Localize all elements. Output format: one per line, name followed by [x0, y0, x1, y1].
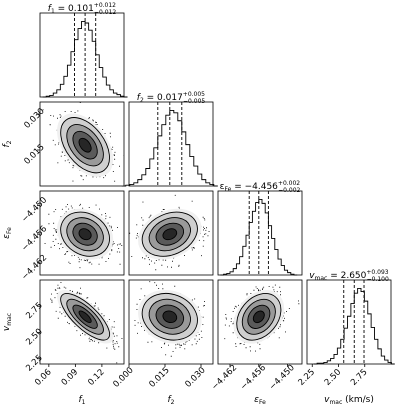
x-tick-label: 0.06: [33, 367, 53, 387]
x-tick-label: 2.75: [349, 367, 369, 387]
hist-frame: [128, 101, 214, 187]
scatter-panel-vmac-vs-f1: [39, 279, 125, 365]
x-axis-label-eFe: εFe: [254, 395, 266, 406]
contour-0.5-sigma: [162, 310, 178, 324]
x-tick-label: 0.000: [111, 365, 135, 389]
panel-frame: [39, 279, 125, 365]
x-axis-label-f1: f1: [79, 395, 86, 406]
contour-0.5-sigma: [162, 228, 178, 241]
hist-frame: [217, 190, 303, 276]
contour-0.5-sigma: [252, 310, 265, 324]
panel-frame: [128, 190, 214, 276]
histogram-f1: [42, 20, 128, 98]
x-tick-label: −4.462: [210, 363, 239, 392]
panel-frame: [39, 101, 125, 187]
y-axis-label-eFe: εFe: [2, 227, 13, 239]
hist-panel-eFe: εFe = −4.456+0.002 −0.002: [217, 180, 303, 276]
scatter-panel-vmac-vs-eFe: [217, 279, 303, 365]
scatter-panel-eFe-vs-f1: [39, 190, 125, 276]
panel-frame: [39, 190, 125, 276]
y-axis-label-vmac: vmac: [2, 313, 13, 331]
x-tick-label: −4.456: [239, 363, 268, 392]
hist-title-eFe: εFe = −4.456+0.002 −0.002: [220, 180, 301, 194]
x-tick-label: 0.030: [183, 365, 207, 389]
scatter-panel-f2-vs-f1: [39, 101, 125, 187]
x-tick-label: 0.09: [60, 367, 80, 387]
scatter-points: [224, 284, 300, 352]
y-axis-label-f2: f2: [2, 140, 13, 147]
hist-title-f2: f2 = 0.017+0.005 −0.005: [137, 91, 206, 105]
x-axis-label-f2: f2: [168, 395, 175, 406]
x-tick-label: 2.50: [323, 367, 343, 387]
contour-0.5-sigma: [78, 137, 92, 153]
histogram-eFe: [220, 198, 298, 276]
scatter-points: [50, 282, 124, 364]
contour-0.5-sigma: [78, 310, 92, 324]
x-tick-label: 2.25: [297, 367, 317, 387]
x-tick-label: 0.015: [147, 365, 171, 389]
panel-frame: [217, 279, 303, 365]
hist-frame: [39, 12, 125, 98]
panel-frame: [128, 279, 214, 365]
scatter-panel-eFe-vs-f2: [128, 190, 214, 276]
x-axis-label-vmac: vmac (km/s): [324, 395, 374, 406]
x-axis-vmac: 2.25 2.50 2.75 vmac (km/s): [297, 364, 374, 406]
histogram-vmac: [313, 287, 395, 365]
x-tick-label: −4.450: [268, 363, 297, 392]
hist-panel-vmac: vmac = 2.650+0.093 −0.100: [306, 269, 395, 365]
x-tick-label: 0.12: [86, 367, 106, 387]
x-axis-f2: 0.000 0.015 0.030 f2: [111, 364, 208, 406]
scatter-panel-vmac-vs-f2: [128, 279, 214, 365]
hist-frame: [306, 279, 392, 365]
hist-title-vmac: vmac = 2.650+0.093 −0.100: [309, 269, 389, 283]
hist-title-f1: f1 = 0.101+0.012 −0.012: [48, 2, 117, 16]
contour-0.5-sigma: [78, 228, 92, 241]
hist-panel-f1: f1 = 0.101+0.012 −0.012: [39, 2, 128, 98]
hist-panel-f2: f2 = 0.017+0.005 −0.005: [121, 91, 218, 187]
